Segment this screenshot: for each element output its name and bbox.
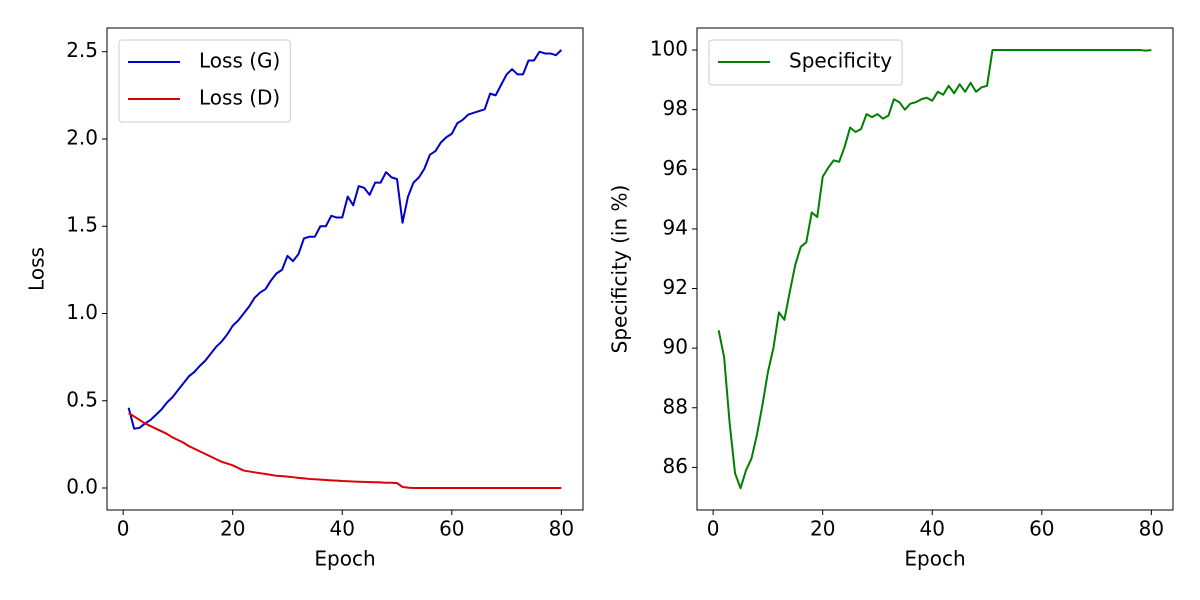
y-tick-label: 98 — [663, 96, 688, 120]
x-tick-label: 0 — [117, 517, 130, 541]
x-axis-label: Epoch — [904, 547, 965, 571]
y-tick-label: 1.0 — [66, 300, 98, 324]
x-tick-label: 20 — [220, 517, 245, 541]
y-tick-label: 88 — [663, 394, 688, 418]
y-tick-label: 100 — [650, 37, 688, 61]
y-tick-label: 86 — [663, 454, 688, 478]
axes-frame — [696, 27, 1174, 511]
legend: Loss (G) Loss (D) — [118, 39, 291, 123]
x-tick-label: 40 — [330, 517, 355, 541]
x-tick-label: 60 — [1029, 517, 1054, 541]
legend-label: Loss (D) — [199, 86, 280, 110]
y-tick-label: 92 — [663, 275, 688, 299]
y-tick-label: 90 — [663, 335, 688, 359]
x-axis-label: Epoch — [314, 547, 375, 571]
y-tick-label: 94 — [663, 215, 688, 239]
x-tick-label: 60 — [439, 517, 464, 541]
y-axis-label: Loss — [25, 247, 49, 291]
axes-frame — [106, 27, 584, 511]
y-tick-label: 96 — [663, 156, 688, 180]
y-tick-label: 1.5 — [66, 213, 98, 237]
y-tick-label: 0.0 — [66, 475, 98, 499]
legend-box — [118, 39, 291, 123]
legend-label: Loss (G) — [199, 49, 280, 73]
y-tick-label: 2.5 — [66, 38, 98, 62]
data-line — [127, 49, 563, 430]
x-tick-label: 0 — [707, 517, 720, 541]
legend: Specificity — [708, 39, 903, 86]
x-tick-label: 80 — [1139, 517, 1164, 541]
y-axis-label: Specificity (in %) — [608, 185, 632, 354]
y-tick-label: 2.0 — [66, 125, 98, 149]
legend-label: Specificity — [789, 49, 892, 73]
x-tick-label: 20 — [810, 517, 835, 541]
y-tick-label: 0.5 — [66, 387, 98, 411]
data-line — [128, 412, 562, 490]
x-tick-label: 40 — [920, 517, 945, 541]
x-tick-label: 80 — [549, 517, 574, 541]
data-line — [717, 49, 1152, 490]
legend-box — [708, 39, 903, 86]
